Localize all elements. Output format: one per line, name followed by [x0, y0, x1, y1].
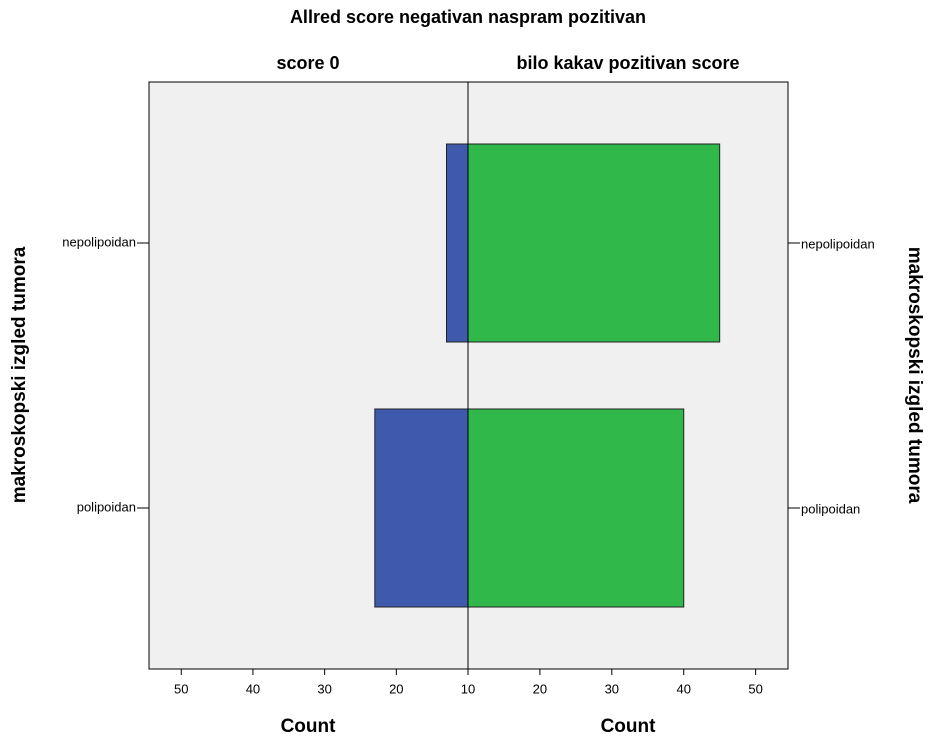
bar — [445, 143, 469, 343]
y-tick-label: nepolipoidan — [801, 236, 875, 251]
x-tick-label: 50 — [748, 681, 762, 696]
y-axis-label: makroskopski izgled tumora — [904, 247, 925, 504]
bar — [467, 143, 721, 343]
x-tick-label: 50 — [174, 681, 188, 696]
y-axis-label: makroskopski izgled tumora — [9, 246, 30, 503]
x-axis-label: Count — [281, 716, 337, 737]
x-tick-label: 20 — [389, 681, 403, 696]
bar — [374, 408, 469, 608]
y-tick-label: polipoidan — [801, 501, 860, 516]
x-tick-label: 30 — [317, 681, 331, 696]
panel-title: score 0 — [276, 53, 339, 73]
x-tick-label: 40 — [676, 681, 690, 696]
x-axis-label: Count — [601, 716, 657, 737]
panel-title: bilo kakav pozitivan score — [516, 53, 739, 73]
chart-title: Allred score negativan naspram pozitivan — [290, 7, 646, 27]
x-tick-label: 10 — [461, 681, 475, 696]
bar — [467, 408, 685, 608]
y-tick-label: polipoidan — [77, 499, 136, 514]
x-tick-label: 20 — [533, 681, 547, 696]
x-tick-label: 30 — [605, 681, 619, 696]
y-tick-label: nepolipoidan — [62, 234, 136, 249]
x-tick-label: 40 — [246, 681, 260, 696]
